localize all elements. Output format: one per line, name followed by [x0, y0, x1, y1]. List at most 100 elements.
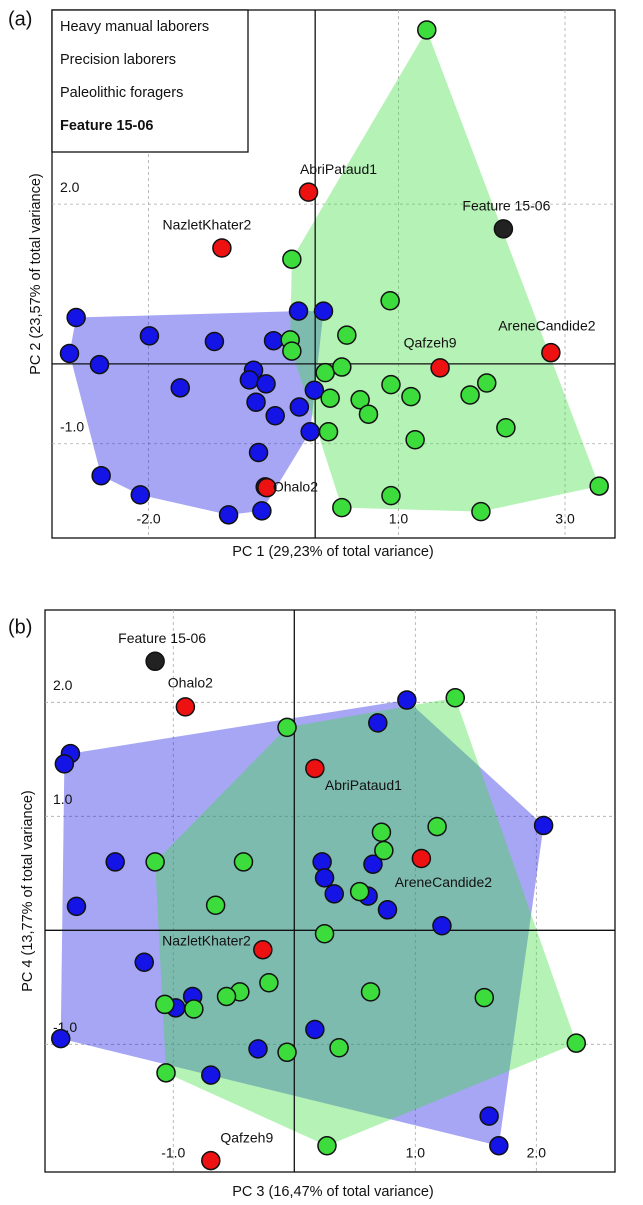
- y-tick-label: 1.0: [53, 791, 73, 807]
- point: [350, 390, 370, 410]
- point: [248, 442, 269, 463]
- x-axis-title: PC 3 (16,47% of total variance): [232, 1184, 434, 1200]
- x-tick-label: 1.0: [406, 1145, 426, 1161]
- point: [368, 713, 388, 733]
- hull: [290, 29, 600, 512]
- point: [315, 362, 335, 383]
- point: [248, 1039, 268, 1059]
- point: [349, 881, 370, 902]
- point: [411, 848, 432, 869]
- point: [377, 900, 398, 920]
- point: [476, 373, 497, 393]
- point-label: AbriPataud1: [325, 777, 402, 793]
- legend-entry: Paleolithic foragers: [60, 85, 183, 101]
- point: [471, 501, 491, 522]
- point: [324, 884, 344, 904]
- point: [566, 1033, 587, 1053]
- point: [66, 896, 87, 917]
- point-label: Qafzeh9: [404, 335, 457, 351]
- point: [259, 973, 279, 993]
- point-label: AreneCandide2: [395, 874, 493, 890]
- point: [489, 1136, 509, 1156]
- point-label: AbriPataud1: [300, 161, 377, 177]
- point: [277, 1042, 297, 1063]
- point: [371, 822, 392, 843]
- x-axis-title: PC 1 (29,23% of total variance): [232, 544, 434, 560]
- point: [305, 758, 325, 779]
- point: [263, 330, 284, 351]
- point: [430, 358, 450, 378]
- point: [156, 1063, 176, 1083]
- point: [184, 999, 204, 1019]
- x-tick-label: 2.0: [527, 1145, 547, 1161]
- point: [313, 301, 334, 321]
- point: [305, 1019, 325, 1040]
- point: [479, 1106, 499, 1126]
- point: [405, 429, 425, 450]
- point: [298, 182, 319, 202]
- point: [541, 342, 561, 363]
- x-tick-label: -2.0: [137, 511, 161, 527]
- point: [145, 651, 165, 672]
- point: [256, 374, 276, 394]
- point: [233, 852, 254, 872]
- point: [417, 20, 437, 40]
- point: [89, 354, 110, 375]
- legend-entry: Feature 15-06: [60, 118, 154, 134]
- point: [312, 852, 332, 872]
- point: [320, 388, 340, 408]
- point: [589, 476, 609, 496]
- x-tick-label: 3.0: [555, 511, 575, 527]
- point: [332, 497, 352, 518]
- point: [496, 418, 516, 438]
- point: [253, 939, 273, 960]
- point: [239, 370, 260, 390]
- point-label: Qafzeh9: [220, 1129, 273, 1145]
- plot-frame: [51, 9, 616, 539]
- y-tick-label: -1.0: [60, 418, 84, 434]
- x-tick-label: 1.0: [389, 511, 409, 527]
- point: [54, 754, 75, 774]
- point: [277, 717, 297, 738]
- point-label: Feature 15-06: [118, 630, 206, 646]
- hull: [155, 697, 577, 1146]
- point: [460, 385, 480, 405]
- point: [304, 380, 325, 400]
- point: [318, 422, 339, 442]
- point: [533, 815, 554, 836]
- x-tick-label: -1.0: [161, 1145, 185, 1161]
- point: [380, 291, 400, 311]
- point: [139, 326, 160, 346]
- point: [397, 690, 417, 710]
- hull: [60, 700, 544, 1146]
- point: [337, 325, 357, 345]
- point: [374, 840, 394, 861]
- point: [314, 868, 335, 888]
- point: [282, 249, 302, 269]
- point: [360, 982, 381, 1002]
- point: [91, 465, 111, 486]
- point: [493, 219, 514, 239]
- point: [66, 307, 86, 328]
- point-label: NazletKhater2: [162, 932, 251, 948]
- panel-label: (b): [8, 616, 32, 638]
- point: [212, 238, 232, 258]
- y-tick-label: 2.0: [60, 179, 80, 195]
- panel-label: (a): [8, 8, 32, 30]
- point: [257, 477, 277, 498]
- point: [204, 331, 225, 352]
- point-label: AreneCandide2: [498, 317, 596, 333]
- point: [205, 895, 226, 915]
- point: [265, 406, 285, 426]
- y-axis-title: PC 2 (23,57% of total variance): [28, 173, 44, 375]
- legend-entry: Heavy manual laborers: [60, 19, 209, 35]
- point: [246, 392, 266, 412]
- point: [317, 1136, 337, 1156]
- point: [300, 422, 320, 442]
- legend-entry: Precision laborers: [60, 52, 176, 68]
- point: [432, 916, 452, 936]
- point: [314, 923, 335, 944]
- plot-frame: [44, 609, 616, 1173]
- point: [170, 378, 191, 398]
